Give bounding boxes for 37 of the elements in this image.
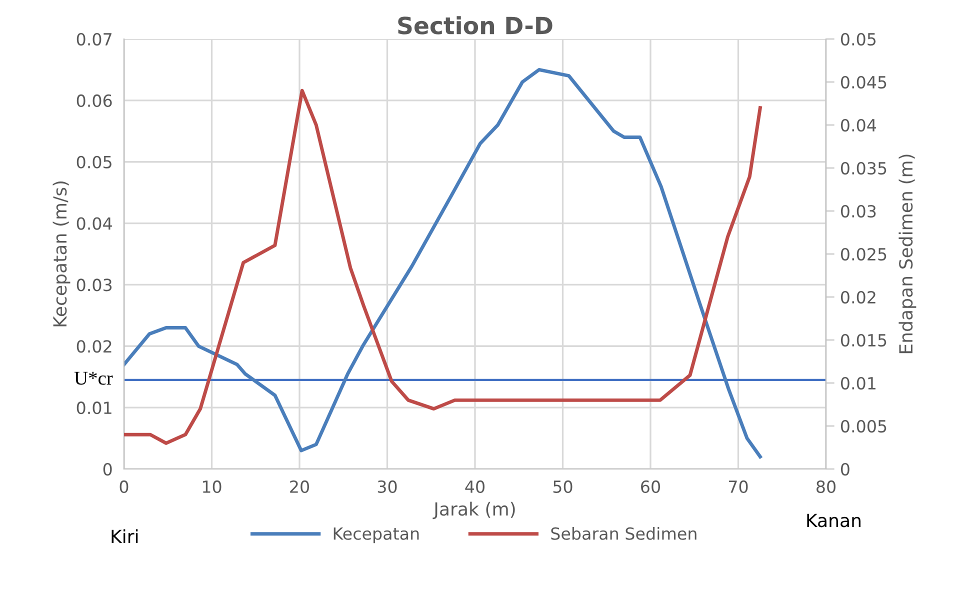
chart-title: Section D-D bbox=[398, 16, 552, 34]
x-tick-label: 10 bbox=[202, 480, 222, 494]
y2-tick-label: 0.005 bbox=[840, 420, 886, 433]
y2-tick-label: 0.02 bbox=[840, 290, 876, 304]
legend-label: Sebaran Sedimen bbox=[551, 527, 696, 540]
y-tick-label: 0.01 bbox=[76, 402, 112, 414]
y2-tick-label: 0 bbox=[840, 462, 850, 476]
x-tick-label: 0 bbox=[120, 480, 128, 494]
y2-axis-title: Endapan Sedimen (m) bbox=[898, 154, 916, 354]
y2-tick-label: 0.04 bbox=[840, 118, 876, 132]
y-tick-label: 0.06 bbox=[76, 94, 112, 107]
x-tick-label: 70 bbox=[729, 480, 748, 494]
x-tick-label: 80 bbox=[816, 480, 836, 494]
y2-tick-label: 0.01 bbox=[840, 376, 876, 390]
text: Kanan bbox=[807, 514, 860, 528]
ref-line-label: U*cr bbox=[74, 372, 113, 385]
y-tick-label: 0.07 bbox=[76, 32, 112, 46]
y-tick-label: 0.05 bbox=[76, 156, 112, 168]
y2-tick-label: 0.03 bbox=[840, 204, 876, 218]
y-tick-label: 0 bbox=[103, 462, 112, 476]
x-tick-label: 50 bbox=[553, 480, 572, 494]
y2-tick-label: 0.05 bbox=[840, 32, 876, 46]
x-tick-label: 30 bbox=[378, 480, 397, 494]
legend-label: Kecepatan bbox=[334, 528, 419, 544]
y2-tick-label: 0.035 bbox=[840, 162, 886, 175]
x-tick-label: 20 bbox=[290, 480, 309, 494]
x-tick-label: 40 bbox=[465, 480, 484, 494]
y2-tick-label: 0.025 bbox=[840, 248, 886, 261]
text: Kiri bbox=[112, 529, 138, 543]
y-axis-title: Kecepatan (m/s) bbox=[52, 182, 70, 326]
x-axis-title: Jarak (m) bbox=[432, 502, 515, 520]
y2-tick-label: 0.045 bbox=[840, 76, 886, 89]
y2-tick-label: 0.015 bbox=[840, 334, 886, 347]
y-tick-label: 0.03 bbox=[76, 278, 112, 292]
y-tick-label: 0.02 bbox=[76, 340, 112, 353]
y-tick-label: 0.04 bbox=[76, 217, 112, 230]
x-tick-label: 60 bbox=[641, 480, 660, 494]
